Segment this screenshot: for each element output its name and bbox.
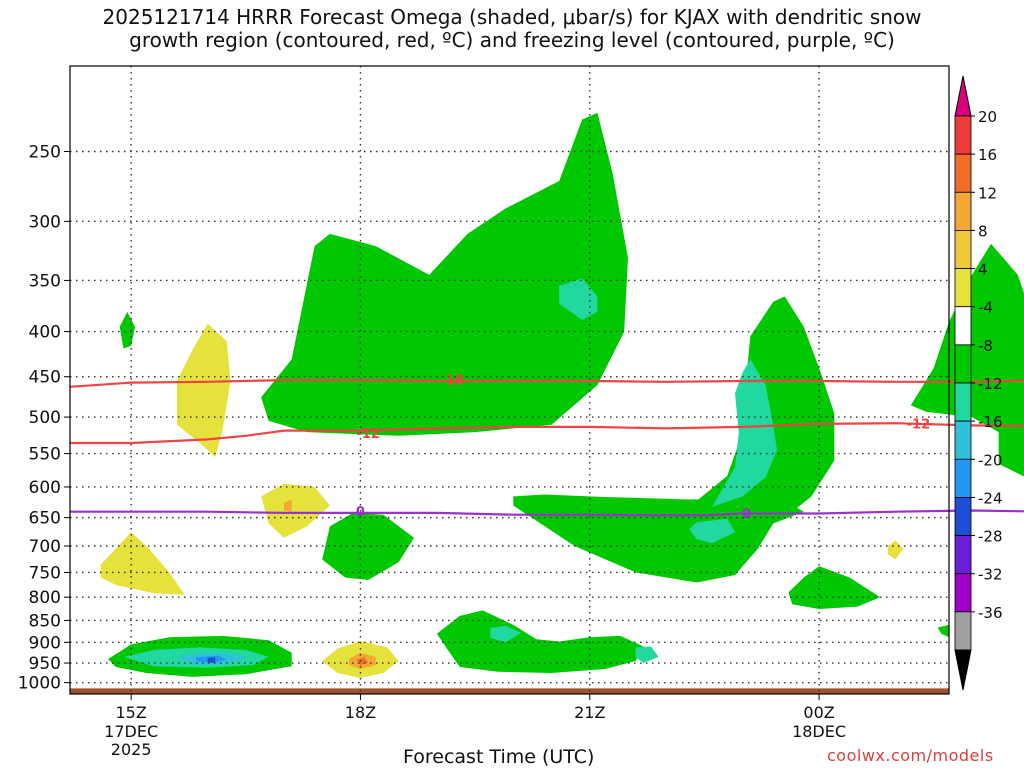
y-tick-label: 600 bbox=[29, 478, 61, 498]
y-tick-label: 500 bbox=[29, 408, 61, 428]
y-tick-label: 1000 bbox=[18, 674, 61, 694]
colorbar-label: 8 bbox=[978, 222, 988, 240]
y-tick-label: 550 bbox=[29, 445, 61, 465]
colorbar-bin bbox=[954, 382, 972, 422]
colorbar-bin bbox=[954, 611, 972, 651]
colorbar-label: -24 bbox=[978, 489, 1003, 507]
y-tick-label: 450 bbox=[29, 368, 61, 388]
colorbar-bin bbox=[954, 344, 972, 384]
y-axis: 2503003504004505005506006507007508008509… bbox=[18, 142, 70, 694]
x-axis: 15Z17DEC202518Z21Z00Z18DEC03Z06Z bbox=[104, 694, 846, 759]
contour-label: -12 bbox=[907, 417, 931, 432]
colorbar-label: -28 bbox=[978, 528, 1003, 546]
colorbar-bin bbox=[954, 153, 972, 193]
contour-label: -18 bbox=[440, 374, 464, 389]
colorbar-bin bbox=[954, 535, 972, 575]
colorbar-label: -20 bbox=[978, 451, 1003, 469]
omega-region bbox=[712, 359, 777, 507]
y-tick-label: 650 bbox=[29, 509, 61, 529]
y-tick-label: 250 bbox=[29, 142, 61, 162]
chart-title: 2025121714 HRRR Forecast Omega (shaded, … bbox=[0, 6, 1024, 52]
contour-label: 0 bbox=[742, 507, 751, 522]
omega-region bbox=[284, 499, 292, 512]
contour-layer: -18-120-18-1200 bbox=[69, 374, 1024, 522]
y-tick-label: 350 bbox=[29, 271, 61, 291]
x-tick-label: 21Z bbox=[574, 703, 605, 722]
omega-region bbox=[261, 112, 628, 436]
x-tick-sublabel: 17DEC bbox=[104, 722, 158, 741]
y-tick-label: 300 bbox=[29, 212, 61, 232]
x-tick-sublabel: 2025 bbox=[111, 740, 152, 759]
y-tick-label: 850 bbox=[29, 611, 61, 631]
ground-layer bbox=[70, 688, 949, 694]
colorbar-label: -8 bbox=[978, 337, 993, 355]
omega-shading-layer bbox=[100, 112, 1024, 678]
colorbar-bin bbox=[954, 115, 972, 155]
colorbar-label: -36 bbox=[978, 604, 1003, 622]
x-tick-label: 00Z bbox=[803, 703, 834, 722]
title-line-1: 2025121714 HRRR Forecast Omega (shaded, … bbox=[102, 5, 922, 29]
y-tick-label: 700 bbox=[29, 537, 61, 557]
colorbar-label: 4 bbox=[978, 261, 988, 279]
colorbar-bin bbox=[954, 306, 972, 346]
y-tick-label: 800 bbox=[29, 588, 61, 608]
contour-line bbox=[70, 422, 1024, 445]
omega-region bbox=[261, 483, 330, 538]
y-tick-label: 750 bbox=[29, 563, 61, 583]
credit-link[interactable]: coolwx.com/models bbox=[827, 746, 994, 765]
x-tick-sublabel: 18DEC bbox=[792, 722, 846, 741]
omega-region bbox=[887, 540, 904, 560]
colorbar-label: 20 bbox=[978, 108, 997, 126]
omega-region bbox=[490, 625, 521, 643]
colorbar-bin bbox=[954, 191, 972, 231]
omega-region bbox=[559, 278, 598, 320]
colorbar-label: 16 bbox=[978, 146, 997, 164]
omega-region bbox=[119, 311, 135, 349]
colorbar-arrow-top bbox=[954, 75, 972, 117]
omega-region bbox=[207, 657, 216, 663]
colorbar-bin bbox=[954, 268, 972, 308]
colorbar: 20 16 12 8 4 -4 -8 -12 -16 -20 -24 -28 -32 -36 bbox=[954, 75, 1003, 691]
x-tick-label: 18Z bbox=[345, 703, 376, 722]
omega-region bbox=[788, 566, 881, 609]
x-tick-label: 15Z bbox=[115, 703, 146, 722]
grid-layer bbox=[70, 66, 949, 694]
colorbar-arrow-bottom bbox=[954, 649, 972, 691]
y-tick-label: 950 bbox=[29, 654, 61, 674]
omega-region bbox=[436, 610, 644, 673]
omega-region bbox=[635, 646, 659, 663]
colorbar-bin bbox=[954, 573, 972, 613]
y-tick-label: 900 bbox=[29, 633, 61, 653]
omega-region bbox=[322, 512, 414, 580]
omega-region bbox=[513, 494, 804, 583]
contour-line bbox=[70, 509, 1024, 517]
colorbar-label: -32 bbox=[978, 566, 1003, 584]
colorbar-bin bbox=[954, 230, 972, 269]
y-tick-label: 400 bbox=[29, 323, 61, 343]
colorbar-bin bbox=[954, 497, 972, 536]
contour-line bbox=[69, 379, 1024, 388]
colorbar-label: -12 bbox=[978, 375, 1003, 393]
omega-region bbox=[937, 624, 949, 638]
title-line-2: growth region (contoured, red, ºC) and f… bbox=[129, 28, 895, 52]
colorbar-label: -16 bbox=[978, 413, 1003, 431]
x-axis-title: Forecast Time (UTC) bbox=[403, 746, 595, 768]
contour-label: 0 bbox=[356, 505, 365, 520]
colorbar-label: -4 bbox=[978, 299, 993, 317]
ground-bar bbox=[70, 688, 949, 694]
omega-region bbox=[100, 532, 185, 595]
colorbar-bin bbox=[954, 420, 972, 460]
contour-label: -12 bbox=[356, 427, 380, 442]
omega-region bbox=[177, 323, 231, 458]
colorbar-bin bbox=[954, 458, 972, 498]
colorbar-label: 12 bbox=[978, 184, 997, 202]
plot-frame bbox=[69, 65, 950, 695]
omega-region bbox=[689, 518, 735, 544]
